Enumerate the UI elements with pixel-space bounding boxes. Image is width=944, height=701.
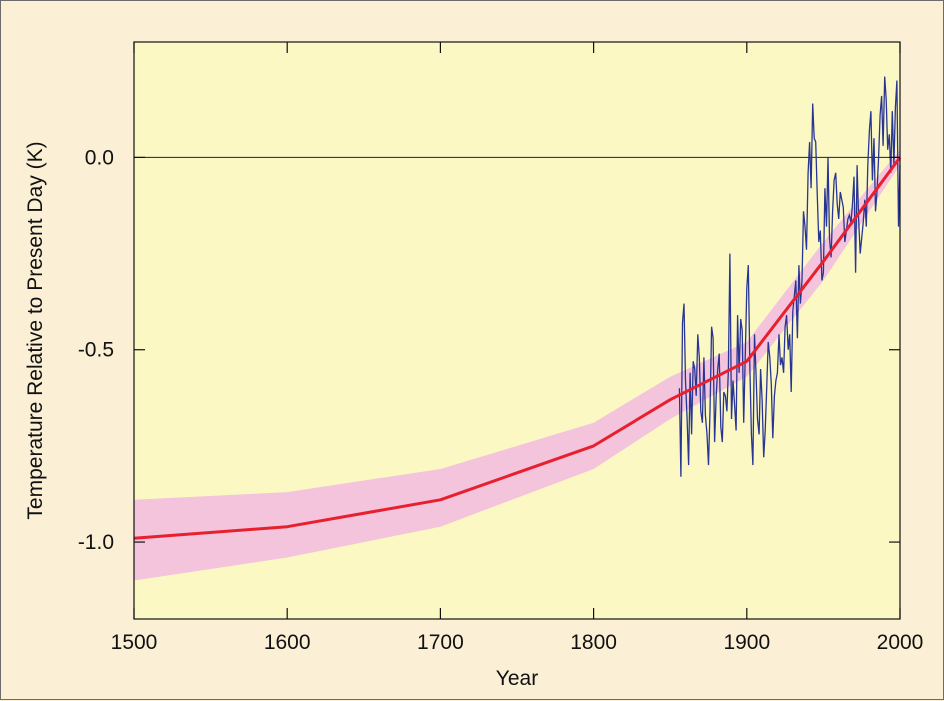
x-tick-label: 1800: [570, 631, 617, 654]
plot-border: [133, 41, 901, 620]
x-tick-label: 2000: [877, 631, 924, 654]
x-tick-label: 1600: [264, 631, 311, 654]
x-tick-label: 1700: [417, 631, 464, 654]
x-tick-label: 1500: [111, 631, 158, 654]
y-tick-label: -1.0: [78, 531, 114, 554]
y-tick-label: -0.5: [78, 339, 114, 362]
uncertainty-band: [134, 149, 900, 581]
instrumental-record-line: [678, 76, 901, 477]
reconstruction-line: [133, 156, 902, 540]
y-tick-label: 0.0: [85, 146, 114, 169]
x-axis-title: Year: [496, 667, 538, 690]
y-axis-title: Temperature Relative to Present Day (K): [24, 141, 47, 519]
x-tick-label: 1900: [723, 631, 770, 654]
